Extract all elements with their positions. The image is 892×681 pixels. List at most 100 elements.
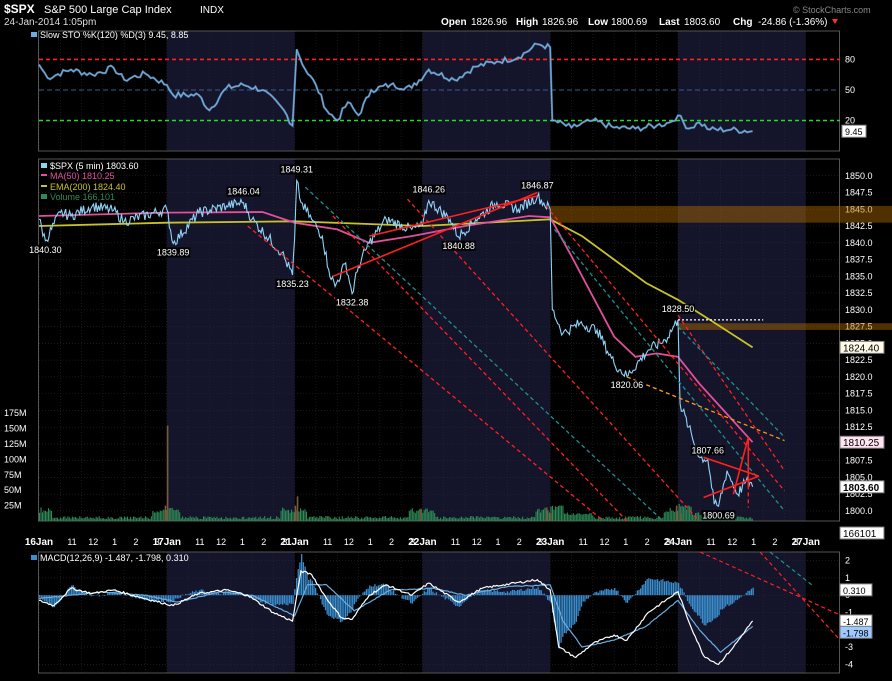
- macd-tick-label: -4: [845, 659, 853, 669]
- macd-histogram-bar: [60, 595, 63, 600]
- x-axis-day-label: 27Jan: [792, 537, 820, 548]
- volume-bar: [79, 516, 81, 521]
- macd-panel: 210-1-2-3-40.310-1.487-1.798: [38, 551, 873, 674]
- volume-bar: [76, 517, 78, 521]
- macd-histogram-bar: [276, 595, 279, 604]
- x-axis-hour-label: 1: [112, 537, 117, 547]
- price-tick-label: 1842.5: [845, 221, 873, 231]
- ma-legend-swatch: [41, 174, 47, 176]
- macd-histogram-bar: [505, 592, 507, 596]
- macd-histogram-bar: [75, 589, 78, 596]
- volume-bar: [511, 518, 513, 521]
- volume-bar: [147, 518, 149, 521]
- volume-bar: [538, 508, 540, 521]
- volume-bar: [577, 513, 579, 521]
- volume-bar: [617, 518, 619, 521]
- macd-histogram-bar: [50, 595, 52, 605]
- volume-bar: [249, 517, 251, 521]
- macd-histogram-bar: [660, 579, 662, 596]
- price-tick-label: 1837.5: [845, 255, 873, 265]
- volume-bar: [681, 505, 683, 521]
- macd-histogram-bar: [662, 579, 664, 596]
- volume-bar: [386, 518, 388, 521]
- macd-histogram-bar: [333, 595, 335, 619]
- macd-histogram-bar: [477, 591, 479, 596]
- volume-bar: [282, 507, 284, 521]
- macd-histogram-bar: [257, 595, 260, 601]
- volume-bar: [431, 510, 433, 521]
- volume-bar: [417, 510, 419, 521]
- macd-histogram-bar: [264, 595, 267, 604]
- volume-bar: [328, 516, 330, 521]
- volume-bar: [341, 516, 343, 521]
- volume-tick-label: 175M: [4, 408, 27, 418]
- macd-tick-label: -1: [845, 608, 853, 618]
- macd-histogram-bar: [118, 593, 120, 596]
- volume-bar: [677, 511, 679, 521]
- volume-bar: [201, 518, 203, 521]
- macd-histogram-bar: [617, 590, 619, 596]
- volume-bar: [126, 516, 129, 521]
- macd-histogram-bar: [620, 595, 622, 596]
- macd-histogram-bar: [369, 585, 371, 596]
- volume-bar: [299, 508, 302, 521]
- volume-bar: [319, 516, 321, 521]
- volume-bar: [621, 518, 624, 521]
- macd-histogram-bar: [425, 591, 427, 596]
- macd-histogram-bar: [72, 584, 74, 596]
- volume-bar: [361, 517, 363, 521]
- volume-bar: [748, 517, 750, 521]
- volume-bar: [375, 518, 378, 521]
- price-legend: $SPX (5 min) 1803.60 MA(50) 1810.25 EMA(…: [41, 161, 139, 202]
- volume-bar: [441, 519, 443, 521]
- macd-histogram-bar: [458, 595, 460, 607]
- volume-bar: [198, 519, 200, 521]
- macd-histogram-bar: [275, 595, 277, 606]
- volume-bar: [305, 511, 307, 521]
- macd-histogram-bar: [475, 593, 477, 596]
- volume-tick-label: 50M: [4, 485, 22, 495]
- macd-histogram-bar: [655, 579, 657, 596]
- volume-bar: [639, 516, 641, 521]
- volume-bar: [666, 511, 668, 521]
- macd-histogram-bar: [730, 595, 732, 605]
- volume-spike-bar: [294, 505, 297, 521]
- volume-bar: [525, 519, 527, 521]
- volume-bar: [474, 518, 476, 521]
- macd-histogram-bar: [282, 595, 284, 605]
- macd-histogram-bar: [111, 592, 114, 596]
- macd-histogram-bar: [638, 589, 640, 596]
- macd-histogram-bar: [456, 595, 459, 607]
- x-axis-hour-label: 11: [195, 537, 204, 547]
- macd-histogram-bar: [190, 592, 192, 596]
- volume-bar: [95, 516, 97, 521]
- volume-bar: [180, 517, 182, 521]
- macd-histogram-bar: [39, 595, 41, 598]
- macd-histogram-bar: [339, 595, 342, 623]
- volume-bar: [50, 511, 53, 521]
- volume-bar: [504, 516, 506, 521]
- macd-histogram-bar: [733, 595, 735, 603]
- volume-bar: [205, 518, 208, 521]
- macd-histogram-bar: [106, 593, 109, 596]
- volume-bar: [613, 518, 615, 521]
- macd-histogram-bar: [166, 595, 168, 602]
- volume-bar: [523, 518, 525, 521]
- volume-bar: [665, 511, 667, 521]
- volume-bar: [337, 518, 339, 521]
- volume-bar: [668, 511, 670, 521]
- macd-histogram-bar: [338, 595, 340, 619]
- chg-value: -24.86 (-1.36%): [758, 17, 827, 28]
- macd-histogram-bar: [506, 591, 509, 596]
- macd-histogram-bar: [625, 595, 627, 603]
- volume-bar: [234, 517, 236, 521]
- macd-histogram-bar: [410, 595, 412, 604]
- macd-histogram-bar: [309, 579, 312, 596]
- volume-bar: [149, 518, 151, 521]
- volume-bar: [158, 512, 160, 521]
- macd-histogram-bar: [574, 595, 576, 625]
- volume-bar: [745, 517, 747, 521]
- volume-spike-bar: [420, 508, 422, 521]
- macd-histogram-bar: [304, 566, 306, 596]
- volume-bar: [353, 517, 355, 521]
